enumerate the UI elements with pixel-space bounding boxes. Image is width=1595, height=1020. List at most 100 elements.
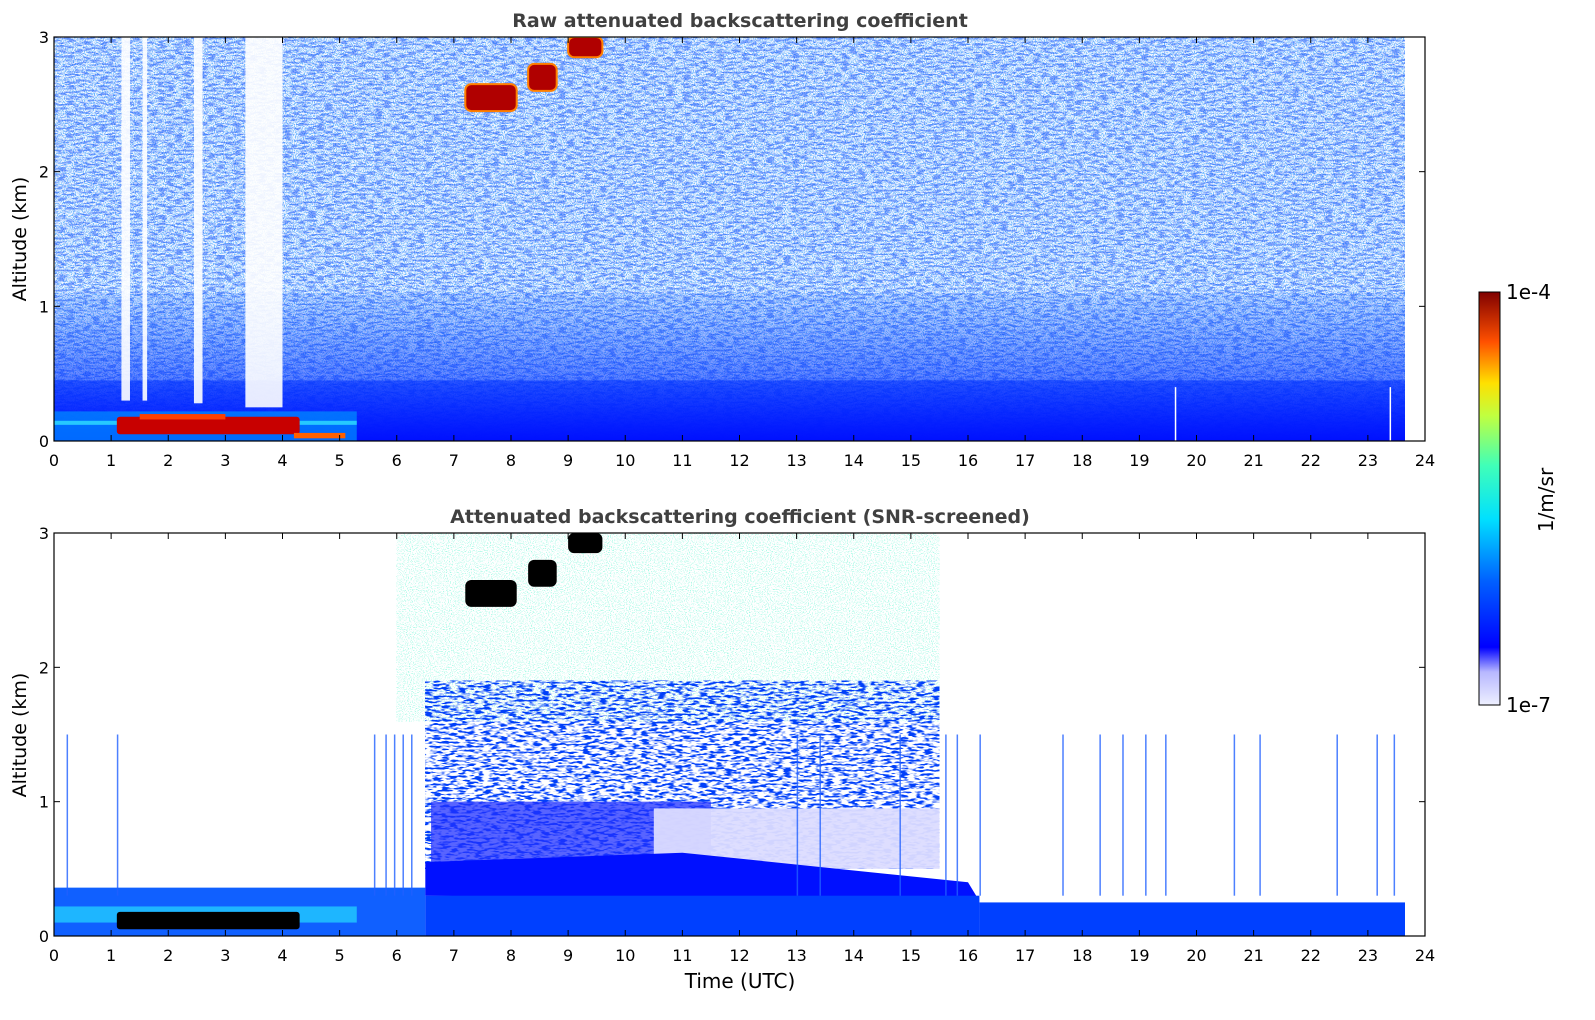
screened-streak bbox=[1122, 734, 1124, 896]
x-tick-label: 16 bbox=[958, 946, 978, 965]
ylabel-raw: Altitude (km) bbox=[9, 177, 31, 302]
screened-streak bbox=[899, 734, 901, 896]
title-raw: Raw attenuated backscattering coefficien… bbox=[512, 10, 968, 32]
x-tick-label: 9 bbox=[563, 451, 573, 470]
x-tick-label: 0 bbox=[49, 451, 59, 470]
raw-attenuation-gap bbox=[193, 37, 203, 404]
x-tick-label: 19 bbox=[1129, 946, 1149, 965]
y-tick-label: 3 bbox=[39, 524, 49, 543]
screened-streak bbox=[393, 734, 396, 896]
x-tick-label: 17 bbox=[1015, 946, 1035, 965]
x-tick-label: 2 bbox=[163, 946, 173, 965]
x-tick-label: 19 bbox=[1129, 451, 1149, 470]
screened-streak bbox=[1393, 734, 1396, 896]
y-tick-label: 0 bbox=[39, 927, 49, 946]
x-tick-label: 20 bbox=[1186, 946, 1206, 965]
x-tick-label: 16 bbox=[958, 451, 978, 470]
x-tick-label: 1 bbox=[106, 451, 116, 470]
ylabel-screened: Altitude (km) bbox=[9, 673, 31, 798]
x-tick-label: 7 bbox=[449, 946, 459, 965]
x-tick-label: 10 bbox=[615, 946, 635, 965]
y-tick-label: 0 bbox=[39, 432, 49, 451]
y-tick-label: 2 bbox=[39, 163, 49, 182]
x-tick-label: 5 bbox=[335, 946, 345, 965]
xlabel-screened: Time (UTC) bbox=[684, 969, 796, 993]
x-tick-label: 15 bbox=[901, 451, 921, 470]
screened-streak bbox=[402, 734, 404, 896]
x-tick-label: 9 bbox=[563, 946, 573, 965]
y-ticks-screened: 0 1 2 3 bbox=[39, 524, 1425, 946]
screened-streak bbox=[819, 734, 821, 896]
y-tick-label: 1 bbox=[39, 793, 49, 812]
x-tick-label: 23 bbox=[1358, 451, 1378, 470]
screened-streak bbox=[1145, 734, 1147, 896]
screened-streak bbox=[1233, 734, 1236, 896]
x-tick-label: 21 bbox=[1243, 946, 1263, 965]
x-tick-label: 15 bbox=[901, 946, 921, 965]
x-tick-label: 4 bbox=[277, 451, 287, 470]
x-ticks-raw: 0 1 2 3 4 5 6 7 8 9 10 11 12 13 14 15 16 17 18 19 20 21 22 23 24 bbox=[49, 37, 1435, 470]
x-tick-label: 18 bbox=[1072, 451, 1092, 470]
x-tick-label: 5 bbox=[335, 451, 345, 470]
screened-streak bbox=[1165, 734, 1167, 896]
x-tick-label: 10 bbox=[615, 451, 635, 470]
screened-streak bbox=[945, 734, 947, 896]
screened-streak bbox=[66, 734, 69, 896]
x-tick-label: 23 bbox=[1358, 946, 1378, 965]
raw-low-cloud bbox=[116, 416, 300, 435]
x-ticks-screened: 0 1 2 3 4 5 6 7 8 9 10 11 12 13 14 15 16 17 18 19 20 21 22 23 24 bbox=[49, 533, 1435, 965]
raw-attenuation-gap bbox=[121, 37, 130, 401]
screened-streak bbox=[373, 734, 376, 896]
screened-bl-right bbox=[979, 902, 1406, 936]
colorbar-unit-label: 1/m/sr bbox=[1534, 467, 1558, 532]
x-tick-label: 17 bbox=[1015, 451, 1035, 470]
y-tick-label: 2 bbox=[39, 658, 49, 677]
raw-low-cloud-tail bbox=[293, 432, 346, 439]
screened-streak bbox=[1376, 734, 1378, 896]
x-tick-label: 1 bbox=[106, 946, 116, 965]
raw-high-cloud bbox=[527, 62, 558, 92]
screened-no-data bbox=[1405, 533, 1425, 936]
screened-bl-mid bbox=[425, 852, 980, 902]
y-tick-label: 3 bbox=[39, 28, 49, 47]
x-tick-label: 2 bbox=[163, 451, 173, 470]
x-tick-label: 8 bbox=[506, 451, 516, 470]
x-tick-label: 0 bbox=[49, 946, 59, 965]
screened-streak bbox=[385, 734, 387, 896]
x-tick-label: 21 bbox=[1243, 451, 1263, 470]
screened-streak bbox=[956, 734, 959, 896]
x-tick-label: 7 bbox=[449, 451, 459, 470]
colorbar-max-label: 1e-4 bbox=[1506, 280, 1551, 304]
raw-data-gap bbox=[1174, 387, 1177, 441]
title-screened: Attenuated backscattering coefficient (S… bbox=[450, 506, 1030, 528]
x-tick-label: 11 bbox=[672, 451, 692, 470]
screened-streak bbox=[1099, 734, 1101, 896]
x-tick-label: 6 bbox=[392, 451, 402, 470]
screened-streak bbox=[1259, 734, 1261, 896]
x-tick-label: 22 bbox=[1301, 451, 1321, 470]
raw-attenuation-gap bbox=[142, 37, 148, 401]
heatmap-screened bbox=[54, 533, 1425, 936]
raw-high-cloud bbox=[567, 37, 604, 59]
x-tick-label: 8 bbox=[506, 946, 516, 965]
panel-screened: 0 1 2 3 4 5 6 7 8 9 10 11 12 13 14 15 16 17 18 19 20 21 22 23 24… bbox=[9, 506, 1435, 993]
raw-attenuation-gap bbox=[245, 37, 283, 408]
x-tick-label: 12 bbox=[729, 451, 749, 470]
x-tick-label: 14 bbox=[844, 451, 864, 470]
screened-high-cloud bbox=[465, 580, 517, 607]
heatmap-raw bbox=[54, 37, 1425, 441]
x-tick-label: 22 bbox=[1301, 946, 1321, 965]
raw-no-data bbox=[1405, 37, 1425, 441]
x-tick-label: 20 bbox=[1186, 451, 1206, 470]
screened-streak bbox=[116, 734, 119, 896]
colorbar: 1e-4 1e-7 1/m/sr bbox=[1478, 280, 1558, 717]
screened-high-cloud bbox=[528, 559, 557, 587]
screened-streak bbox=[411, 734, 413, 896]
x-tick-label: 3 bbox=[220, 946, 230, 965]
x-tick-label: 12 bbox=[729, 946, 749, 965]
x-tick-label: 6 bbox=[392, 946, 402, 965]
screened-streak bbox=[1062, 734, 1064, 896]
screened-streak bbox=[796, 734, 799, 896]
screened-streak bbox=[979, 734, 981, 896]
